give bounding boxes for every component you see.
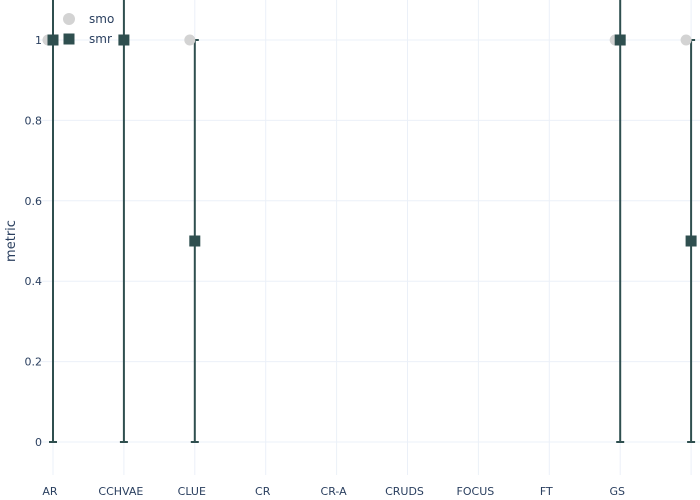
x-tick-label: CR xyxy=(255,485,271,498)
series-smr xyxy=(47,34,697,247)
x-tick-label: AR xyxy=(42,485,58,498)
x-tick-label: FT xyxy=(540,485,553,498)
y-tick-label: 0.4 xyxy=(25,275,43,288)
x-tick-label: GS xyxy=(609,485,625,498)
smr-point xyxy=(189,235,201,247)
x-tick-labels: AR CCHVAE CLUE CR CR-A CRUDS FOCUS FT GS xyxy=(42,485,625,498)
y-tick-labels: 0 0.2 0.4 0.6 0.8 1 xyxy=(25,34,43,449)
smr-point xyxy=(685,235,697,247)
x-tick-label: CLUE xyxy=(178,485,206,498)
x-tick-label: CR-A xyxy=(321,485,348,498)
y-tick-label: 0.6 xyxy=(25,195,43,208)
smo-point xyxy=(680,34,692,46)
y-axis-title: metric xyxy=(4,220,19,262)
legend-smo-marker xyxy=(63,13,75,25)
legend-smr-marker xyxy=(63,33,75,45)
smr-point xyxy=(118,34,130,46)
grid xyxy=(38,0,700,475)
x-tick-label: CCHVAE xyxy=(98,485,143,498)
smr-point xyxy=(614,34,626,46)
y-tick-label: 0.2 xyxy=(25,356,43,369)
y-tick-label: 1 xyxy=(35,34,42,47)
x-tick-label: FOCUS xyxy=(457,485,495,498)
smo-point xyxy=(184,34,196,46)
legend-smo-label: smo xyxy=(89,12,114,26)
legend-smr-label: smr xyxy=(89,32,112,46)
y-tick-label: 0.8 xyxy=(25,114,43,127)
smr-point xyxy=(47,34,59,46)
x-tick-label: CRUDS xyxy=(385,485,424,498)
y-tick-label: 0 xyxy=(35,436,42,449)
legend[interactable]: smo smr xyxy=(63,12,114,46)
error-bars xyxy=(49,0,696,443)
